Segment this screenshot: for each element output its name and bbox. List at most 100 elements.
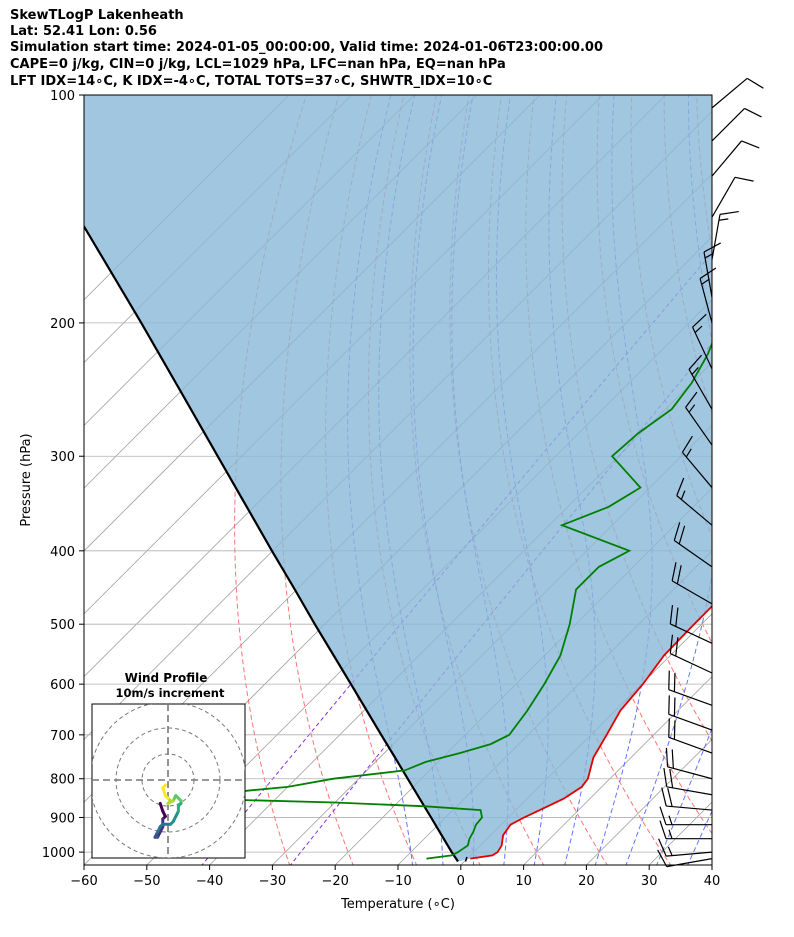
- dry-adiabat-line: [728, 78, 794, 867]
- x-axis-label: Temperature (∘C): [340, 897, 455, 912]
- barb-staff: [666, 805, 713, 811]
- wind-barb: [661, 787, 713, 811]
- barb-flag: [663, 767, 668, 787]
- barb-flag: [673, 522, 681, 541]
- wind-barb: [711, 107, 762, 142]
- y-axis-ticks: 1000 900 800 700 600 500 400 300 200 100: [42, 89, 84, 861]
- barb-staff: [711, 214, 721, 260]
- barb-flag: [741, 140, 760, 149]
- barb-staff: [668, 713, 713, 731]
- wind-barb: [663, 767, 713, 796]
- barb-flag: [669, 634, 674, 654]
- y-tick-label: 100: [50, 89, 75, 104]
- x-tick-label: 0: [457, 874, 465, 889]
- barb-staff: [688, 369, 713, 410]
- wind-barb: [668, 670, 713, 706]
- y-tick-label: 300: [50, 450, 75, 465]
- barb-half-flag: [701, 278, 710, 285]
- x-tick-label: −10: [384, 874, 411, 889]
- barb-flag: [675, 607, 679, 627]
- barb-staff: [711, 77, 748, 109]
- barb-flag: [657, 849, 668, 867]
- wind-barb: [688, 354, 713, 410]
- barb-flag: [692, 313, 707, 328]
- barb-half-flag: [685, 448, 692, 458]
- wind-barb: [668, 695, 713, 731]
- wind-barb: [711, 210, 739, 260]
- barb-staff: [681, 451, 713, 488]
- barb-staff: [673, 539, 713, 568]
- barb-flag: [668, 670, 670, 690]
- barb-flag: [668, 718, 670, 738]
- wind-barb: [703, 242, 721, 298]
- barb-staff: [676, 495, 713, 526]
- surface-tick: [464, 856, 468, 862]
- cin-cape-fill: [84, 95, 712, 862]
- barb-staff: [666, 851, 713, 857]
- barb-half-flag: [667, 846, 673, 856]
- barb-flag: [673, 720, 676, 740]
- barb-staff: [692, 326, 713, 370]
- wind-barb: [692, 313, 713, 370]
- y-tick-label: 700: [50, 729, 75, 744]
- barb-flag: [734, 176, 754, 182]
- wind-barb: [659, 820, 712, 840]
- barb-flag: [669, 604, 674, 624]
- barb-flag: [673, 697, 676, 717]
- wind-barb: [658, 838, 713, 857]
- hodograph-title: Wind Profile: [125, 671, 208, 685]
- wind-barb: [711, 140, 760, 177]
- wind-barb: [659, 806, 712, 826]
- barb-flag: [669, 768, 674, 788]
- wind-barb: [668, 718, 713, 754]
- barb-half-flag: [718, 218, 729, 221]
- barb-half-flag: [688, 404, 696, 413]
- x-tick-label: 10: [515, 874, 532, 889]
- wind-barb: [665, 747, 713, 780]
- barb-flag: [668, 695, 670, 715]
- x-axis-ticks: −60 −50 −40 −30 −20 −10 0 10 20 30 40: [70, 865, 720, 889]
- barb-flag: [675, 637, 679, 657]
- barb-flag: [676, 565, 682, 584]
- location-line: Lat: 52.41 Lon: 0.56: [10, 24, 157, 39]
- temperature-profile-line: [470, 604, 712, 860]
- stability-indices-line: LFT IDX=14∘C, K IDX=-4∘C, TOTAL TOTS=37∘…: [10, 74, 493, 89]
- barb-flag: [688, 354, 703, 370]
- barb-flag: [746, 77, 764, 89]
- barb-staff: [685, 407, 713, 446]
- y-tick-label: 800: [50, 773, 75, 788]
- barb-half-flag: [704, 252, 714, 259]
- y-tick-label: 1000: [42, 846, 75, 861]
- barb-flag: [685, 391, 698, 408]
- hodograph-subtitle: 10m/s increment: [116, 686, 225, 700]
- wind-barb: [671, 562, 713, 605]
- barb-half-flag: [668, 815, 673, 825]
- barb-staff: [668, 736, 713, 754]
- hodograph-inset: Wind Profile 10m/s increment: [91, 671, 246, 859]
- y-tick-label: 400: [50, 545, 75, 560]
- barb-staff: [711, 140, 743, 177]
- barb-flag: [665, 747, 669, 767]
- moist-adiabat-line: [687, 809, 712, 865]
- barb-half-flag: [694, 325, 703, 334]
- wind-barb: [669, 634, 713, 674]
- x-tick-label: 30: [641, 874, 658, 889]
- convective-parameters-line: CAPE=0 j/kg, CIN=0 j/kg, LCL=1029 hPa, L…: [10, 57, 506, 72]
- barb-flag: [676, 477, 685, 496]
- x-tick-label: −40: [196, 874, 223, 889]
- chart-title: SkewTLogP Lakenheath: [10, 8, 184, 23]
- barb-half-flag: [680, 490, 686, 500]
- barb-half-flag: [668, 829, 673, 839]
- barb-flag: [671, 749, 674, 769]
- wind-barb: [685, 391, 713, 446]
- barb-flag: [678, 525, 686, 545]
- barb-flag: [659, 806, 667, 825]
- barb-staff: [666, 786, 713, 796]
- x-tick-label: −20: [321, 874, 348, 889]
- x-tick-label: −50: [133, 874, 160, 889]
- barb-flag: [671, 562, 677, 581]
- barb-flag: [719, 210, 739, 215]
- barb-flag: [673, 672, 676, 692]
- barb-staff: [671, 580, 713, 605]
